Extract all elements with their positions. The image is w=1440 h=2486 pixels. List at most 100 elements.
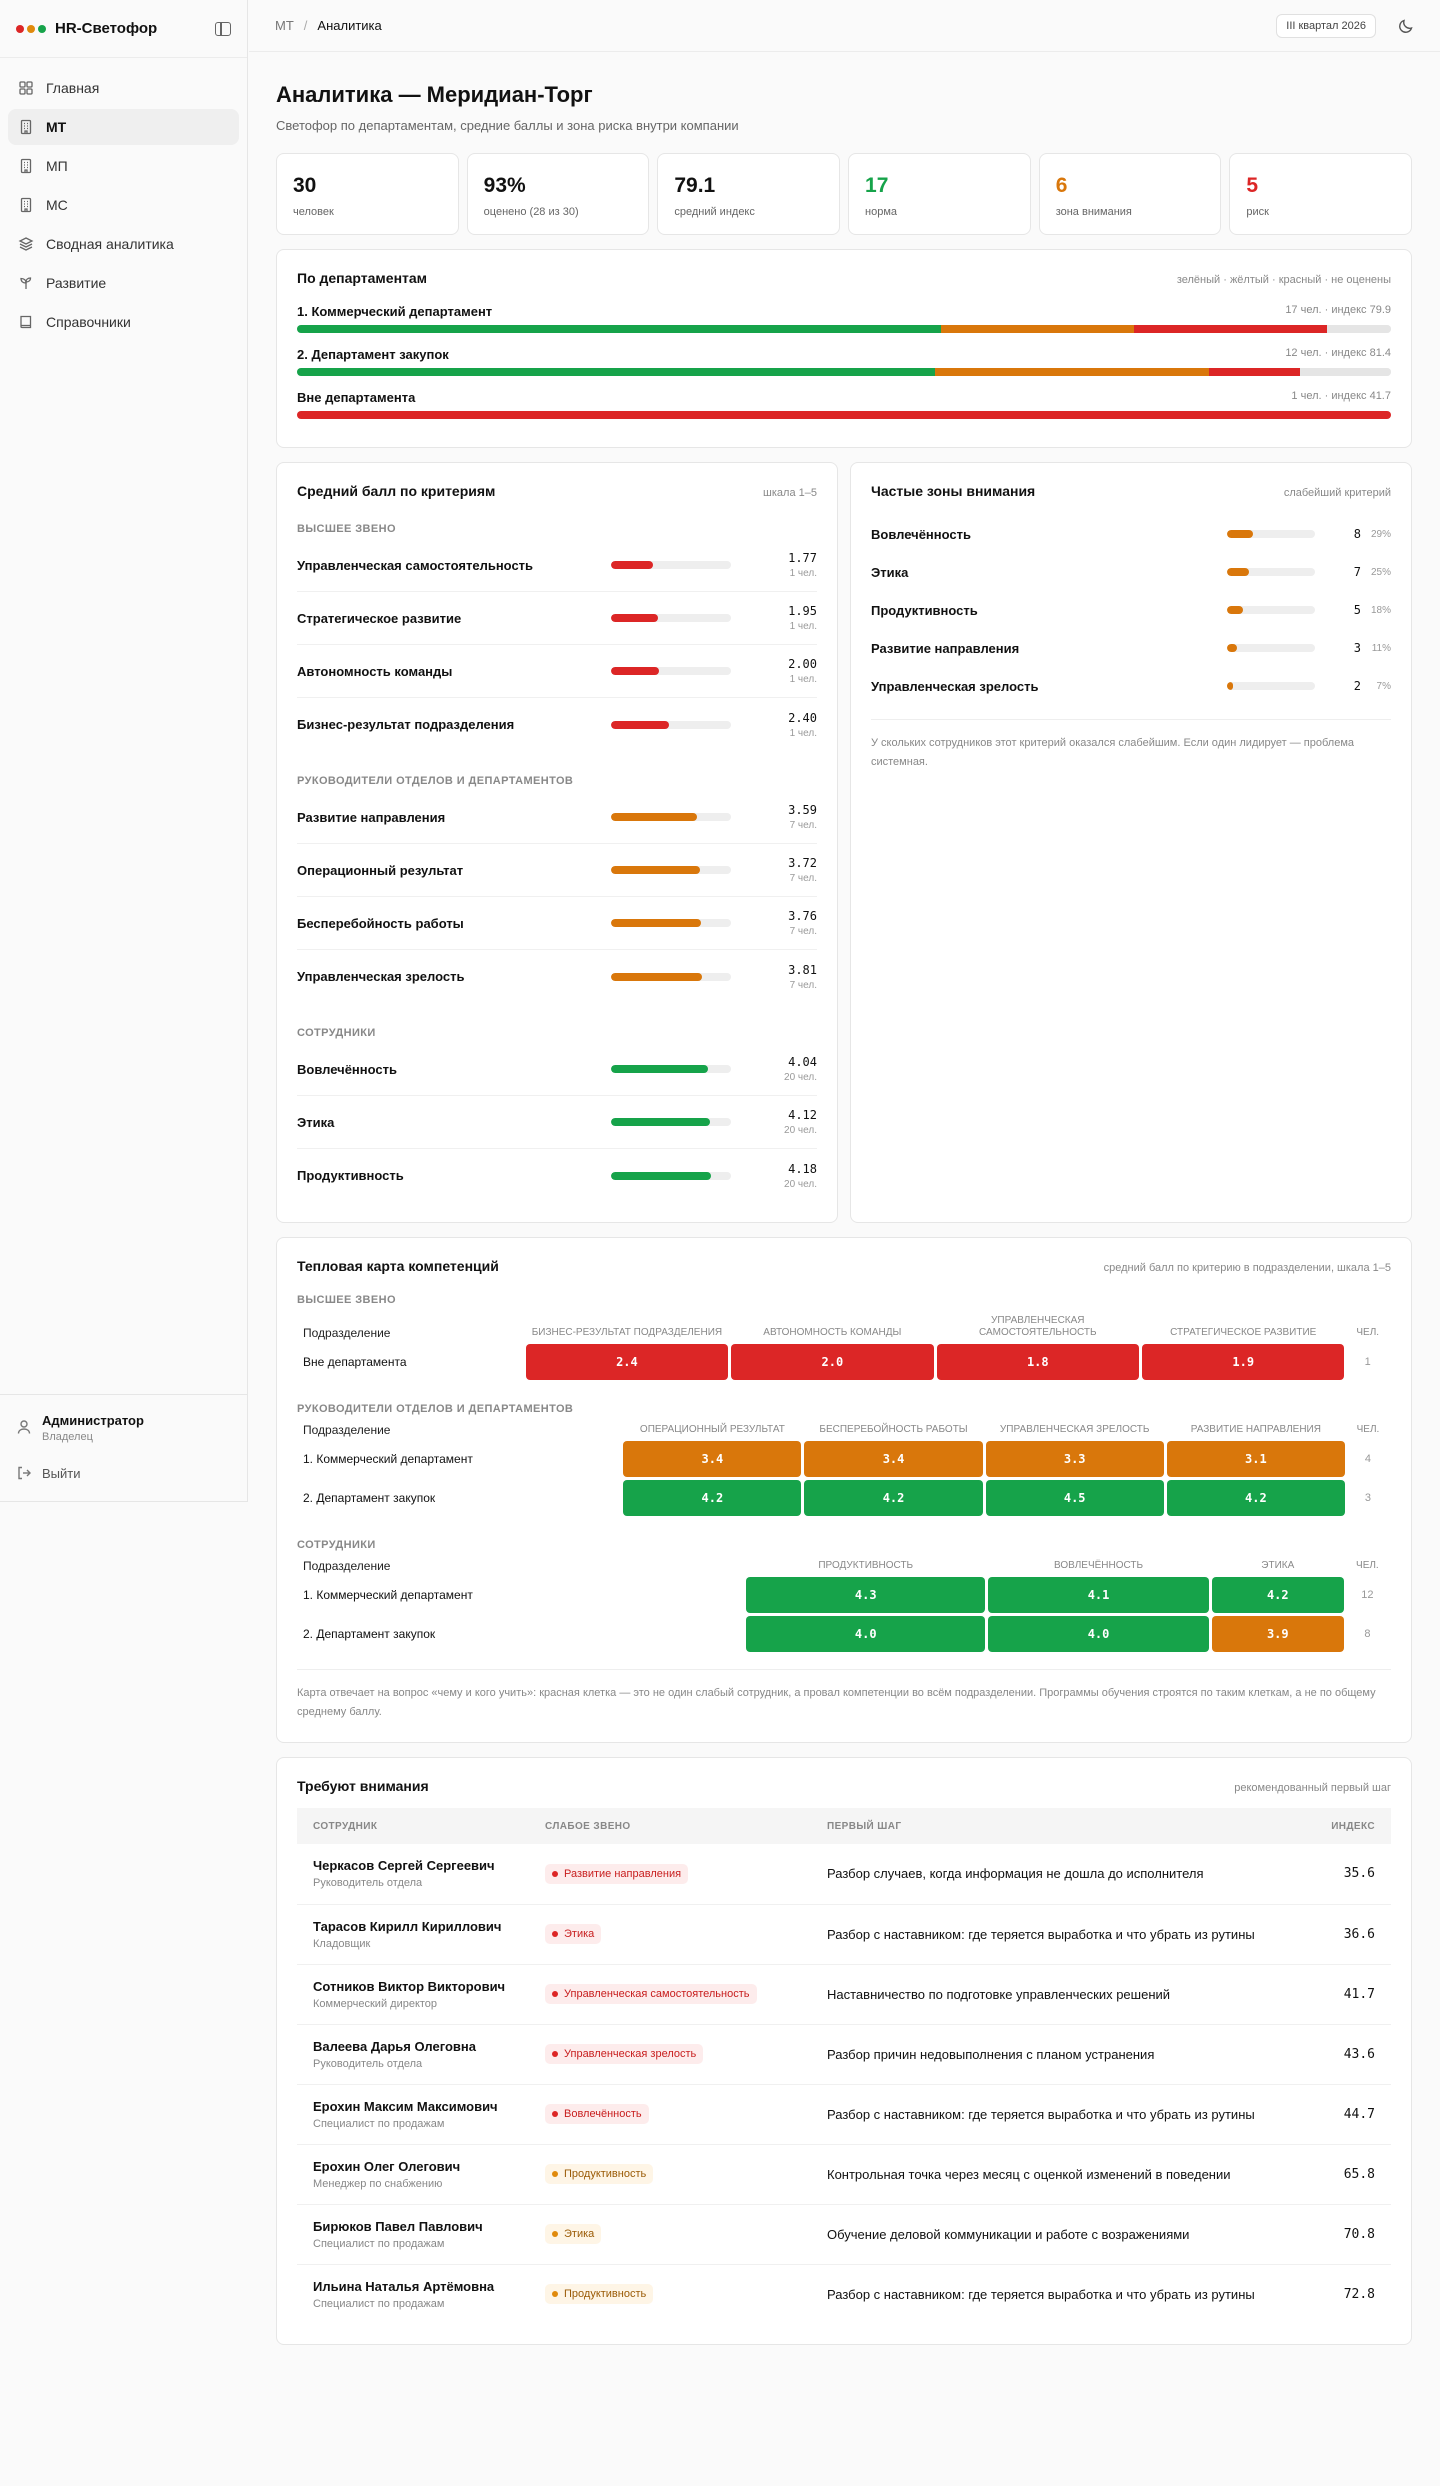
weak-link-label: Продуктивность <box>564 2168 647 2180</box>
employee-index: 44.7 <box>1301 2084 1391 2145</box>
heatmap-cell[interactable]: 4.2 <box>623 1480 802 1516</box>
sidebar-item-4[interactable]: МС <box>8 187 239 223</box>
status-dot-icon <box>552 2111 558 2117</box>
segment-unrated <box>1299 368 1391 376</box>
first-step: Разбор с наставником: где теряется выраб… <box>811 2084 1301 2145</box>
department-meta: 1 чел. · индекс 41.7 <box>1291 390 1391 402</box>
table-row[interactable]: Черкасов Сергей Сергеевич Руководитель от… <box>297 1844 1391 1905</box>
kpi-label: средний индекс <box>674 206 755 218</box>
main-content: Аналитика — Меридиан-Торг Светофор по де… <box>276 52 1413 2345</box>
employee-name[interactable]: Бирюков Павел Павлович <box>313 2218 483 2234</box>
user-profile[interactable]: Администратор Владелец <box>16 1413 231 1443</box>
heatmap-cell[interactable]: 4.5 <box>985 1480 1164 1516</box>
heatmap-col-count: чел. <box>1356 1327 1380 1338</box>
criterion-score: 3.81 <box>788 962 817 977</box>
criterion-name: Этика <box>297 1114 335 1130</box>
zone-count: 5 <box>1353 603 1361 617</box>
heatmap-cell[interactable]: 3.4 <box>804 1441 983 1477</box>
criteria-scale: шкала 1–5 <box>763 487 817 499</box>
employee-name[interactable]: Тарасов Кирилл Кириллович <box>313 1918 502 1934</box>
heatmap-cell[interactable]: 4.0 <box>988 1616 1209 1652</box>
sidebar-toggle-icon[interactable] <box>215 21 231 36</box>
heatmap-cell[interactable]: 3.9 <box>1211 1616 1344 1652</box>
table-row[interactable]: Сотников Виктор Викторович Коммерческий д… <box>297 1964 1391 2025</box>
sidebar-item-5[interactable]: Сводная аналитика <box>8 226 239 262</box>
attention-meta: рекомендованный первый шаг <box>1234 1782 1391 1794</box>
kpi-row: 30 человек 93% оценено (28 из 30) 79.1 средни… <box>276 153 1413 235</box>
heatmap-col-unit: Подразделение <box>303 1326 391 1340</box>
kpi-value: 93% <box>483 174 526 197</box>
heatmap-cell[interactable]: 4.1 <box>988 1577 1209 1613</box>
department-row[interactable]: 2. Департамент закупок 12 чел. · индекс 8… <box>297 347 1391 376</box>
kpi-value: 17 <box>865 174 889 197</box>
sidebar-item-1[interactable]: Главная <box>8 70 239 106</box>
heatmap-cell[interactable]: 4.2 <box>804 1480 983 1516</box>
sidebar-item-label: МП <box>46 158 68 174</box>
heatmap-col-count: чел. <box>1356 1424 1380 1435</box>
breadcrumb-root[interactable]: МТ <box>275 18 294 33</box>
table-row[interactable]: Ерохин Максим Максимович Специалист по пр… <box>297 2084 1391 2145</box>
heatmap-row: Вне департамента 2.4 2.0 1.8 1.9 1 <box>300 1344 1388 1380</box>
heatmap-cell[interactable]: 4.0 <box>746 1616 986 1652</box>
logout-button[interactable]: Выйти <box>16 1465 231 1481</box>
heatmap-cell[interactable]: 3.1 <box>1166 1441 1345 1477</box>
employee-name[interactable]: Черкасов Сергей Сергеевич <box>313 1858 495 1874</box>
weak-link-badge: Вовлечённость <box>545 2104 649 2124</box>
employee-name[interactable]: Валеева Дарья Олеговна <box>313 2038 476 2054</box>
dark-mode-icon[interactable] <box>1398 18 1414 34</box>
employee-name[interactable]: Ерохин Максим Максимович <box>313 2098 498 2114</box>
table-row[interactable]: Ерохин Олег Олегович Менеджер по снабжени… <box>297 2144 1391 2205</box>
table-row[interactable]: Валеева Дарья Олеговна Руководитель отдел… <box>297 2024 1391 2085</box>
heatmap-cell[interactable]: 2.4 <box>525 1344 729 1380</box>
heatmap-cell[interactable]: 1.8 <box>936 1344 1139 1380</box>
zone-name: Продуктивность <box>871 602 978 618</box>
heatmap-cell[interactable]: 1.9 <box>1142 1344 1345 1380</box>
breadcrumb-separator: / <box>303 18 308 33</box>
sidebar-item-7[interactable]: Справочники <box>8 304 239 340</box>
sidebar-item-2[interactable]: МТ <box>8 109 239 145</box>
period-selector[interactable]: III квартал 2026 <box>1276 13 1376 38</box>
zones-note: У скольких сотрудников этот критерий ока… <box>871 719 1391 772</box>
employee-name[interactable]: Ильина Наталья Артёмовна <box>313 2278 495 2294</box>
col-index: Индекс <box>1301 1808 1391 1844</box>
heatmap-cell[interactable]: 4.2 <box>1166 1480 1345 1516</box>
employee-name[interactable]: Ерохин Олег Олегович <box>313 2158 461 2174</box>
criterion-score-bar <box>611 919 731 927</box>
table-row[interactable]: Тарасов Кирилл Кириллович Кладовщик Этика Р… <box>297 1904 1391 1965</box>
criterion-count: 1 чел. <box>789 568 817 579</box>
department-name: 2. Департамент закупок <box>297 347 449 362</box>
sidebar-item-6[interactable]: Развитие <box>8 265 239 301</box>
criteria-group-label: Высшее звено <box>297 523 396 535</box>
heatmap-cell[interactable]: 2.0 <box>731 1344 934 1380</box>
heatmap-col-header: Операционный результат <box>639 1424 785 1435</box>
sidebar-item-3[interactable]: МП <box>8 148 239 184</box>
criterion-score-bar <box>611 1118 731 1126</box>
col-weak: Слабое звено <box>529 1808 811 1844</box>
criterion-count: 7 чел. <box>789 820 817 831</box>
employee-name[interactable]: Сотников Виктор Викторович <box>313 1978 506 1994</box>
zone-name: Управленческая зрелость <box>871 678 1039 694</box>
heatmap-col-header: Развитие направления <box>1190 1424 1321 1435</box>
table-row[interactable]: Бирюков Павел Павлович Специалист по прод… <box>297 2204 1391 2265</box>
department-row[interactable]: 1. Коммерческий департамент 17 чел. · инд… <box>297 304 1391 333</box>
page-title: Аналитика — Меридиан-Торг <box>276 82 593 107</box>
criterion-row: Вовлечённость 4.04 20 чел. <box>297 1043 817 1096</box>
criterion-score-fill <box>611 614 658 622</box>
heatmap-unit-name: 2. Департамент закупок <box>303 1627 436 1641</box>
criterion-row: Этика 4.12 20 чел. <box>297 1096 817 1149</box>
heatmap-cell[interactable]: 4.3 <box>746 1577 986 1613</box>
criterion-score-fill <box>611 1065 708 1073</box>
table-row[interactable]: Ильина Наталья Артёмовна Специалист по пр… <box>297 2264 1391 2324</box>
weak-link-label: Управленческая зрелость <box>564 2048 697 2060</box>
heatmap-cell[interactable]: 4.2 <box>1211 1577 1344 1613</box>
heatmap-cell[interactable]: 3.4 <box>623 1441 802 1477</box>
sidebar-item-label: Сводная аналитика <box>46 236 174 252</box>
first-step: Разбор с наставником: где теряется выраб… <box>811 1904 1301 1965</box>
zone-percent: 25% <box>1370 566 1391 578</box>
building-icon <box>18 158 34 174</box>
criterion-name: Бесперебойность работы <box>297 915 464 931</box>
heatmap-cell[interactable]: 3.3 <box>985 1441 1164 1477</box>
department-row[interactable]: Вне департамента 1 чел. · индекс 41.7 <box>297 390 1391 419</box>
weak-link-label: Управленческая самостоятельность <box>564 1988 750 2000</box>
status-dot-icon <box>552 2231 558 2237</box>
